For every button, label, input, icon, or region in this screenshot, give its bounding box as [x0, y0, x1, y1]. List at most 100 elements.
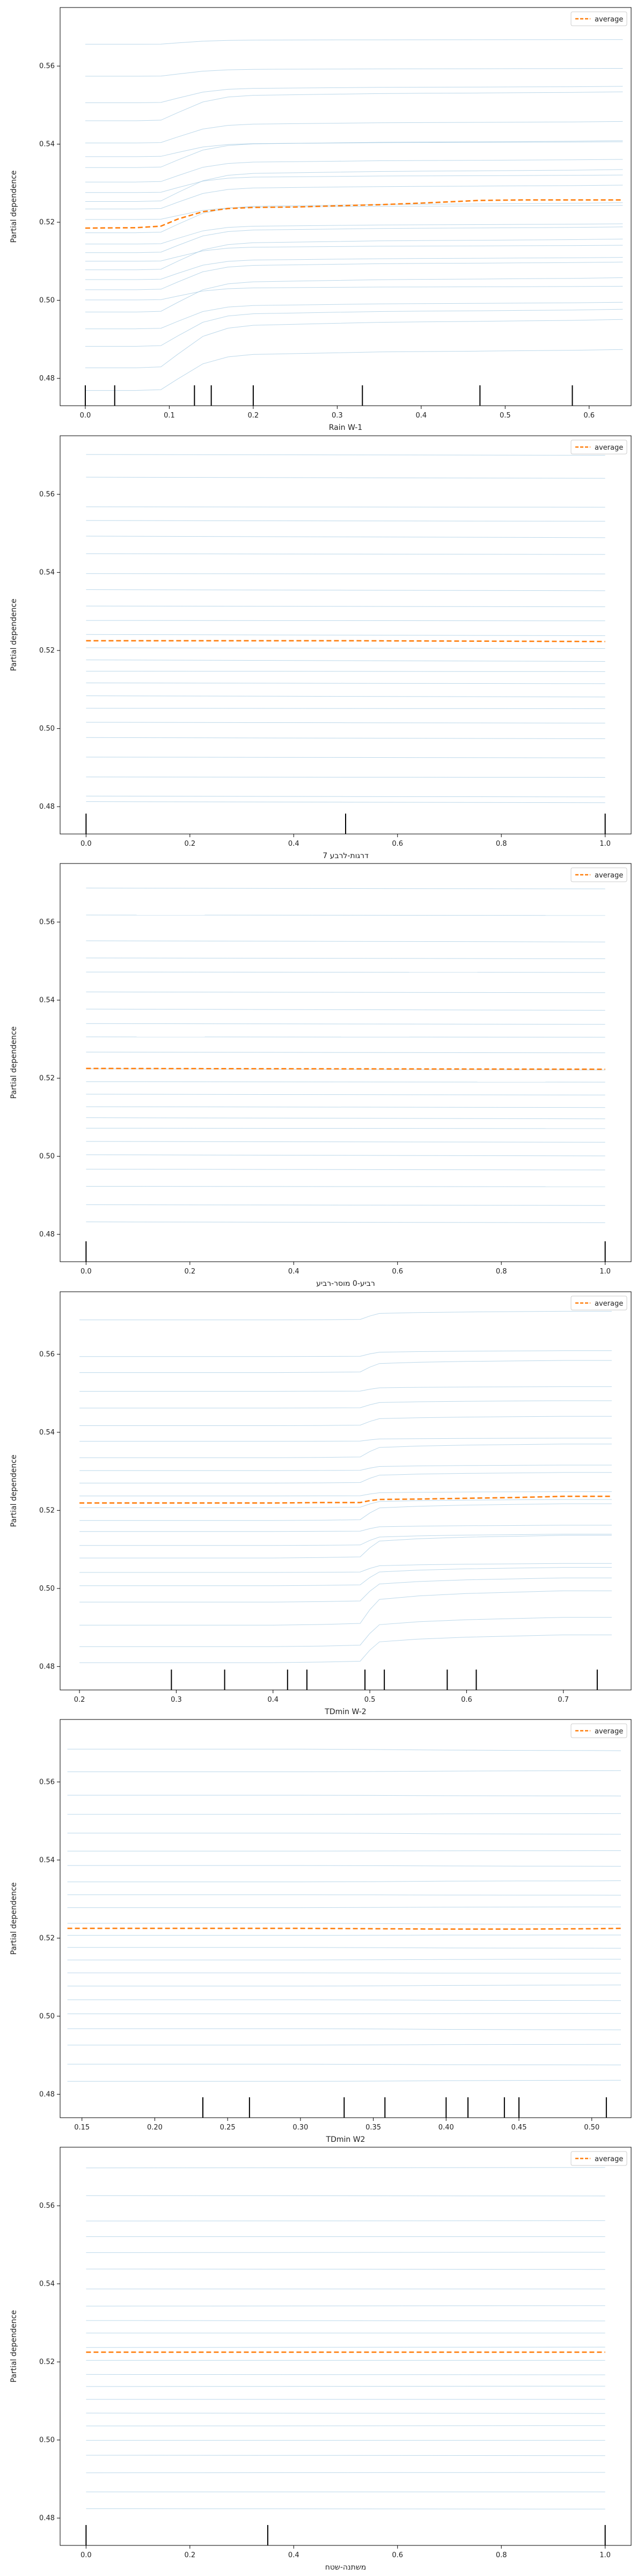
ice-line	[86, 1008, 605, 1011]
ice-line	[67, 1813, 621, 1815]
legend-box	[570, 1723, 627, 1738]
x-tick-label: 0.3	[332, 412, 343, 420]
ice-line	[85, 223, 623, 245]
ice-line	[86, 1117, 605, 1119]
x-tick-label: 0.4	[288, 840, 299, 848]
ice-line	[79, 1590, 612, 1626]
ice-line	[67, 2080, 621, 2082]
x-tick-label: 0.0	[80, 2551, 92, 2559]
axes-frame	[60, 2147, 632, 2546]
y-tick-label: 0.52	[39, 218, 55, 226]
axes-frame	[60, 1291, 632, 1690]
y-tick-label: 0.56	[39, 2202, 55, 2210]
ice-line	[85, 245, 623, 262]
plot-area	[79, 1311, 612, 1663]
ice-line	[86, 1154, 605, 1157]
ice-line	[67, 1959, 621, 1960]
ice-line	[85, 169, 623, 202]
ice-line	[79, 1386, 612, 1392]
legend-box	[570, 1296, 627, 1311]
ice-line	[67, 1985, 621, 1987]
ice-line	[67, 1833, 621, 1835]
ice-line	[86, 940, 605, 942]
plot-area	[86, 2167, 605, 2509]
x-tick-label: 0.2	[74, 1696, 85, 1704]
ice-line	[79, 1503, 612, 1521]
legend-box	[570, 867, 627, 882]
ice-line	[86, 1169, 605, 1170]
y-tick-label: 0.52	[39, 1934, 55, 1942]
ice-line	[85, 277, 623, 312]
legend-box	[570, 11, 627, 26]
x-tick-label: 0.45	[511, 2124, 527, 2132]
y-tick-label: 0.52	[39, 1074, 55, 1082]
ice-line	[85, 159, 623, 182]
x-tick-label: 0.30	[292, 2124, 308, 2132]
x-tick-label: 0.2	[184, 2551, 195, 2559]
x-tick-label: 0.4	[267, 1696, 279, 1704]
average-line	[79, 1495, 612, 1504]
ice-line	[86, 777, 605, 778]
y-tick-label: 0.56	[39, 918, 55, 926]
ice-line	[85, 185, 623, 209]
x-tick-label: 0.0	[80, 1268, 92, 1276]
ice-line	[67, 1935, 621, 1936]
ice-line	[86, 671, 605, 672]
y-tick-label: 0.50	[39, 1153, 55, 1161]
ice-line	[85, 309, 623, 347]
ice-line	[86, 801, 605, 803]
legend: average	[570, 11, 627, 26]
ice-line	[67, 1999, 621, 2001]
ice-line	[79, 1534, 612, 1546]
y-tick-label: 0.48	[39, 1663, 55, 1671]
y-tick-label: 0.50	[39, 725, 55, 733]
ice-line	[79, 1400, 612, 1409]
ice-line	[86, 1221, 605, 1223]
legend-average-label: average	[595, 872, 623, 880]
plot-area	[86, 888, 605, 1223]
ice-line	[86, 708, 605, 709]
x-axis-label: משתנה-שטח	[325, 2563, 367, 2572]
legend: average	[570, 2151, 627, 2166]
ice-line	[85, 140, 623, 168]
ice-line	[86, 454, 605, 456]
y-tick-label: 0.54	[39, 569, 55, 577]
legend-box	[570, 440, 627, 455]
ice-line	[86, 2455, 605, 2456]
axes-frame	[60, 863, 632, 1262]
x-axis-label: 7 דרגות-לרבע	[323, 852, 369, 860]
legend-average-label: average	[595, 2155, 623, 2163]
ice-line	[86, 647, 605, 649]
y-axis-label: Partial dependence	[10, 598, 18, 671]
ice-line	[85, 121, 623, 143]
x-tick-label: 0.2	[184, 840, 195, 848]
ice-line	[79, 1499, 612, 1508]
ice-line	[85, 238, 623, 270]
ice-line	[67, 1795, 621, 1797]
ice-line	[85, 205, 623, 220]
x-tick-label: 0.6	[583, 412, 595, 420]
x-tick-label: 0.20	[147, 2124, 163, 2132]
y-axis-label: Partial dependence	[10, 1454, 18, 1527]
y-tick-label: 0.54	[39, 997, 55, 1005]
ice-line	[86, 991, 605, 993]
x-tick-label: 0.8	[496, 1268, 507, 1276]
pdp-panel-3: 0.0 0.2 0.4 0.6 0.8 1.0 0.48 0.50 0.52 0.54 0.56 רב…	[10, 863, 632, 1288]
ice-line	[86, 1106, 605, 1108]
ice-line	[86, 722, 605, 723]
y-tick-label: 0.56	[39, 1778, 55, 1786]
y-tick-label: 0.56	[39, 62, 55, 70]
axes-frame	[60, 1719, 632, 2118]
ice-line	[79, 1491, 612, 1496]
ice-line	[86, 1094, 605, 1095]
ice-line	[86, 1023, 605, 1025]
average-line	[86, 1067, 605, 1070]
x-tick-label: 0.5	[364, 1696, 376, 1704]
x-tick-label: 0.5	[500, 412, 511, 420]
x-tick-label: 0.8	[496, 840, 507, 848]
plot-area	[85, 39, 623, 391]
ice-line	[86, 2268, 605, 2270]
x-tick-label: 1.0	[599, 2551, 611, 2559]
average-line	[67, 1927, 621, 1930]
ice-line	[67, 1865, 621, 1867]
